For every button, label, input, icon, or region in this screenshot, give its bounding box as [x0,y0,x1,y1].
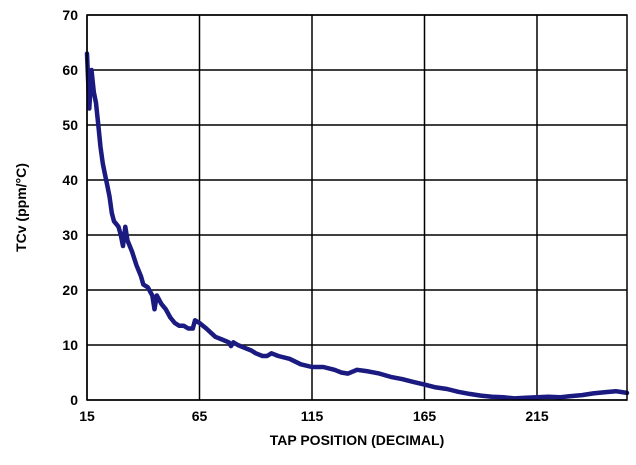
y-tick-label-10: 10 [62,337,78,353]
y-tick-label-20: 20 [62,282,78,298]
grid [86,14,627,401]
x-axis-label: TAP POSITION (DECIMAL) [270,432,444,448]
y-tick-label-40: 40 [62,172,78,188]
x-tick-label-165: 165 [413,408,437,424]
series-layer [84,51,630,401]
x-tick-label-65: 65 [192,408,208,424]
x-tick-label-15: 15 [79,408,95,424]
tick-labels: 0 10 20 30 40 50 60 70 15 65 115 165 215 [62,7,548,424]
x-tick-label-215: 215 [525,408,549,424]
plot-frame [86,14,628,401]
y-tick-label-70: 70 [62,7,78,23]
y-tick-label-60: 60 [62,62,78,78]
y-tick-label-30: 30 [62,227,78,243]
y-tick-label-0: 0 [70,392,78,408]
y-tick-label-50: 50 [62,117,78,133]
y-axis-label: TCv (ppm/°C) [13,163,29,252]
series-line-0 [84,51,630,401]
x-tick-label-115: 115 [301,408,324,424]
